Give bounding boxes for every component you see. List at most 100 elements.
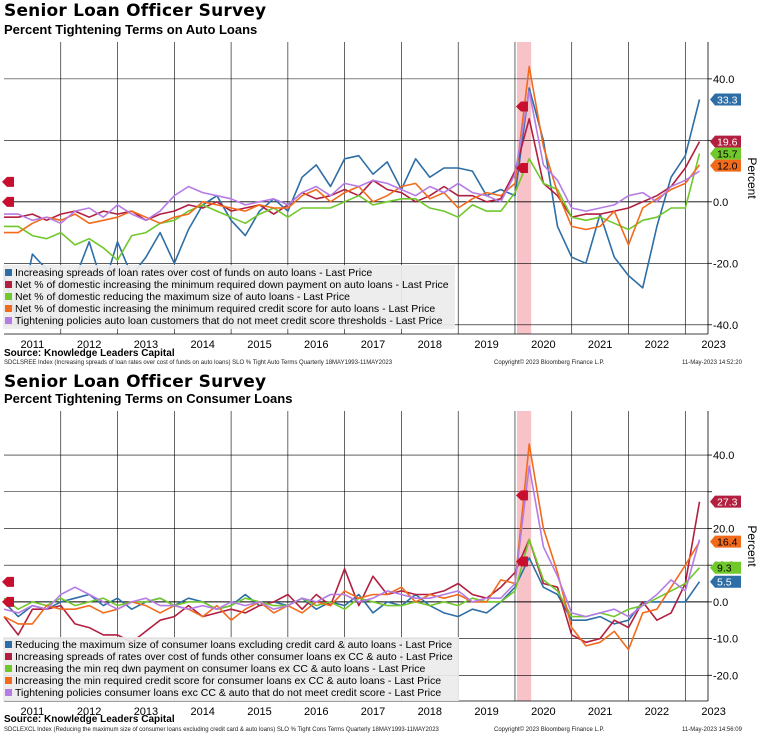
footer-copyright: Copyright© 2023 Bloomberg Finance L.P. [494, 727, 605, 733]
x-tick-label: 2016 [304, 339, 328, 351]
legend-swatch [5, 317, 12, 324]
legend-label: Net % of domestic increasing the minimum… [15, 279, 449, 291]
x-tick-label: 2022 [645, 706, 669, 718]
y-tick-label: 0.0 [713, 597, 728, 609]
series-line-5 [3, 465, 701, 618]
chart-subtitle: Percent Tightening Terms on Consumer Loa… [4, 391, 293, 406]
event-marker [515, 556, 528, 567]
legend-swatch [5, 689, 12, 696]
legend-label: Increasing the min req dwn payment on co… [15, 663, 426, 675]
series-line-1 [3, 557, 701, 625]
chart-title: Senior Loan Officer Survey [4, 372, 267, 392]
last-price-tag: 12.0 [710, 159, 741, 173]
last-price-tag: 19.6 [710, 135, 741, 149]
legend-swatch [5, 677, 12, 684]
x-tick-label: 2020 [531, 339, 555, 351]
x-tick-label: 2016 [304, 706, 328, 718]
legend-label: Net % of domestic increasing the minimum… [15, 303, 436, 315]
legend-label: Net % of domestic reducing the maximum s… [15, 291, 350, 303]
x-tick-label: 2021 [588, 339, 612, 351]
legend-swatch [5, 665, 12, 672]
last-price-value: 15.7 [717, 149, 738, 161]
legend-entry-4: Increasing the min required credit score… [5, 675, 453, 687]
x-tick-label: 2011 [21, 706, 45, 718]
last-price-value: 12.0 [717, 161, 738, 173]
x-tick-label: 2014 [190, 339, 214, 351]
series-line-5 [4, 90, 700, 225]
x-tick-label: 2011 [21, 339, 45, 351]
last-price-value: 27.3 [717, 497, 738, 509]
line-chart-consumer-loans: -20.0-10.00.010.020.040.0201120122013201… [2, 411, 759, 718]
x-tick-label: 2021 [588, 706, 612, 718]
chart-legend: Reducing the maximum size of consumer lo… [3, 637, 459, 701]
last-price-value: 19.6 [717, 137, 738, 149]
last-price-value: 9.3 [717, 563, 732, 575]
x-tick-label: 2023 [701, 339, 725, 351]
chart-legend: Increasing spreads of loan rates over co… [3, 265, 455, 329]
x-tick-label: 2013 [134, 339, 158, 351]
x-tick-label: 2019 [474, 706, 498, 718]
recession-shading [516, 42, 532, 334]
last-price-value: 16.4 [717, 537, 738, 549]
y-tick-label: -40.0 [713, 320, 738, 332]
legend-entry-4: Net % of domestic increasing the minimum… [5, 303, 449, 315]
event-marker [515, 101, 528, 112]
last-price-tag: 9.3 [710, 561, 741, 575]
y-tick-label: 0.0 [713, 197, 728, 209]
legend-entry-2: Increasing spreads of rates over cost of… [5, 651, 453, 663]
series-line-4 [3, 443, 701, 651]
x-tick-label: 2018 [418, 339, 442, 351]
chart-title: Senior Loan Officer Survey [4, 1, 267, 21]
y-tick-label: -20.0 [713, 670, 738, 682]
legend-entry-1: Increasing spreads of loan rates over co… [5, 267, 449, 279]
chart-panel-consumer-loans: Senior Loan Officer Survey Percent Tight… [0, 369, 760, 737]
event-marker [515, 490, 528, 501]
event-marker [515, 163, 528, 174]
y-axis-label: Percent [745, 525, 759, 567]
last-price-value: 5.5 [717, 577, 732, 589]
last-price-tag: 5.5 [710, 575, 741, 589]
last-price-value: 33.3 [717, 94, 738, 106]
x-tick-label: 2022 [645, 339, 669, 351]
legend-swatch [5, 293, 12, 300]
event-marker [2, 596, 14, 607]
series-line-2 [3, 501, 701, 644]
last-price-tag: 15.7 [710, 147, 741, 161]
series-line-2 [4, 118, 701, 222]
footer-index-description: SDCLSREE Index (Increasing spreads of lo… [4, 360, 393, 366]
legend-label: Increasing spreads of rates over cost of… [15, 651, 453, 663]
x-tick-label: 2020 [531, 706, 555, 718]
legend-entry-5: Tightening policies auto loan customers … [5, 315, 449, 327]
x-tick-label: 2013 [134, 706, 158, 718]
last-price-tag: 16.4 [710, 535, 741, 549]
last-price-tag: 27.3 [710, 495, 741, 509]
footer-timestamp: 11-May-2023 14:56:09 [682, 727, 742, 733]
series-line-4 [4, 65, 701, 246]
event-marker [2, 576, 14, 587]
chart-subtitle: Percent Tightening Terms on Auto Loans [4, 22, 258, 37]
footer-copyright: Copyright© 2023 Bloomberg Finance L.P. [494, 360, 605, 366]
legend-label: Reducing the maximum size of consumer lo… [15, 639, 453, 651]
legend-swatch [5, 305, 12, 312]
legend-entry-2: Net % of domestic increasing the minimum… [5, 279, 449, 291]
x-tick-label: 2023 [701, 706, 725, 718]
source-label: Source: Knowledge Leaders Capital [4, 348, 175, 359]
legend-entry-3: Increasing the min req dwn payment on co… [5, 663, 453, 675]
legend-label: Tightening policies consumer loans exc C… [15, 687, 442, 699]
x-tick-label: 2014 [190, 706, 214, 718]
y-tick-label: 40.0 [713, 74, 734, 86]
legend-swatch [5, 269, 12, 276]
x-tick-label: 2012 [77, 706, 101, 718]
legend-entry-3: Net % of domestic reducing the maximum s… [5, 291, 449, 303]
y-tick-label: -10.0 [713, 634, 738, 646]
source-label: Source: Knowledge Leaders Capital [4, 714, 175, 725]
x-tick-label: 2015 [247, 706, 271, 718]
legend-entry-5: Tightening policies consumer loans exc C… [5, 687, 453, 699]
x-tick-label: 2017 [361, 339, 385, 351]
event-marker [2, 196, 14, 207]
last-price-tag: 33.3 [710, 93, 741, 106]
chart-panel-auto-loans: Senior Loan Officer Survey Percent Tight… [0, 0, 760, 368]
legend-label: Increasing the min required credit score… [15, 675, 442, 687]
x-tick-label: 2012 [77, 339, 101, 351]
legend-entry-1: Reducing the maximum size of consumer lo… [5, 639, 453, 651]
